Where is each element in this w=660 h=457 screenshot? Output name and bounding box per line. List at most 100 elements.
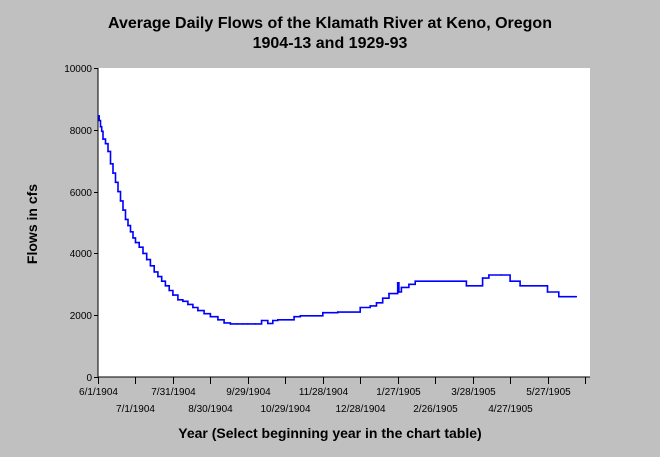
data-point: [98, 119, 100, 122]
data-point: [119, 200, 122, 202]
data-point: [172, 294, 174, 296]
data-point: [538, 285, 540, 287]
data-point: [260, 319, 263, 322]
data-point: [104, 142, 107, 145]
plot-area: [98, 68, 590, 377]
x-tick-label: 3/28/1905: [451, 387, 496, 398]
data-point: [100, 130, 103, 133]
data-point: [177, 299, 179, 301]
data-point: [481, 277, 484, 279]
data-point: [398, 291, 400, 293]
data-point: [197, 309, 199, 312]
data-point: [242, 323, 244, 325]
data-point: [235, 323, 238, 325]
data-point: [558, 295, 560, 298]
data-point: [168, 289, 170, 292]
data-point: [217, 319, 219, 321]
x-tick-label: 8/30/1904: [188, 404, 233, 415]
data-point: [247, 323, 249, 325]
data-point: [284, 319, 287, 321]
data-point: [192, 306, 194, 309]
chart-title: Average Daily Flows of the Klamath River…: [108, 15, 552, 32]
data-point: [203, 312, 205, 315]
data-point: [426, 280, 429, 283]
data-point: [312, 315, 314, 317]
data-point: [129, 231, 132, 233]
data-point: [509, 280, 511, 283]
y-tick-label: 4000: [70, 249, 93, 260]
data-point: [293, 315, 295, 318]
data-point: [142, 252, 144, 255]
x-tick-label: 9/29/1904: [226, 387, 271, 398]
data-point: [461, 280, 464, 283]
data-point: [187, 303, 189, 306]
data-point: [99, 125, 102, 128]
data-point: [149, 265, 152, 267]
series-line: [98, 115, 577, 325]
data-point: [138, 246, 140, 248]
data-point: [381, 297, 384, 300]
data-point: [546, 291, 549, 293]
data-point: [375, 302, 378, 304]
chart-subtitle: 1904-13 and 1929-93: [252, 35, 408, 52]
data-point: [500, 274, 503, 276]
x-tick-label: 11/28/1904: [299, 387, 349, 398]
x-axis-label: Year (Select beginning year in the chart…: [178, 425, 481, 441]
data-point: [394, 292, 397, 295]
data-point: [97, 115, 99, 117]
data-point: [465, 285, 468, 287]
data-point: [114, 181, 117, 184]
data-point: [369, 305, 372, 307]
x-tick-label: 1/27/1905: [376, 387, 421, 398]
data-point: [254, 323, 257, 325]
data-point: [223, 322, 225, 324]
x-tick-label: 5/27/1905: [526, 387, 571, 398]
data-point: [471, 285, 474, 287]
y-tick-label: 10000: [64, 64, 92, 75]
data-point: [157, 275, 159, 278]
x-tick-label: 7/31/1904: [151, 387, 196, 398]
data-point: [388, 292, 390, 295]
data-point: [109, 163, 112, 165]
data-point: [145, 258, 148, 261]
data-point: [134, 241, 137, 244]
data-point: [269, 322, 272, 325]
data-point: [299, 315, 302, 317]
data-point: [124, 218, 127, 221]
data-point: [396, 282, 399, 284]
data-point: [102, 138, 104, 140]
data-point: [182, 300, 184, 303]
data-point: [132, 237, 134, 239]
data-point: [127, 224, 129, 227]
y-tick-label: 2000: [70, 311, 93, 322]
data-point: [267, 322, 269, 325]
x-tick-label: 7/1/1904: [116, 404, 155, 415]
y-axis-label: Flows in cfs: [24, 184, 40, 264]
y-tick-label: 6000: [70, 188, 93, 199]
data-point: [160, 280, 163, 283]
data-point: [531, 285, 534, 287]
data-point: [414, 280, 417, 283]
data-point: [117, 190, 119, 193]
data-point: [408, 283, 410, 286]
data-point: [519, 285, 521, 287]
data-point: [153, 271, 155, 273]
data-point: [434, 280, 437, 283]
data-point: [488, 274, 490, 276]
data-point: [400, 286, 403, 289]
data-point: [164, 285, 167, 287]
data-point: [272, 319, 274, 322]
data-point: [359, 306, 362, 309]
y-tick-label: 0: [86, 373, 92, 384]
data-point: [277, 319, 279, 321]
x-axis-ticks: 6/1/1904 7/1/1904 7/31/1904 8/30/1904 9/29/1…: [79, 377, 586, 415]
data-point: [322, 311, 324, 314]
y-axis-ticks: 0 2000 4000 6000 8000 10000: [64, 64, 98, 384]
data-point: [449, 280, 451, 283]
data-point: [107, 150, 109, 153]
axes: [97, 68, 590, 378]
x-tick-label: 6/1/1904: [79, 387, 118, 398]
x-tick-label: 12/28/1904: [335, 404, 385, 415]
